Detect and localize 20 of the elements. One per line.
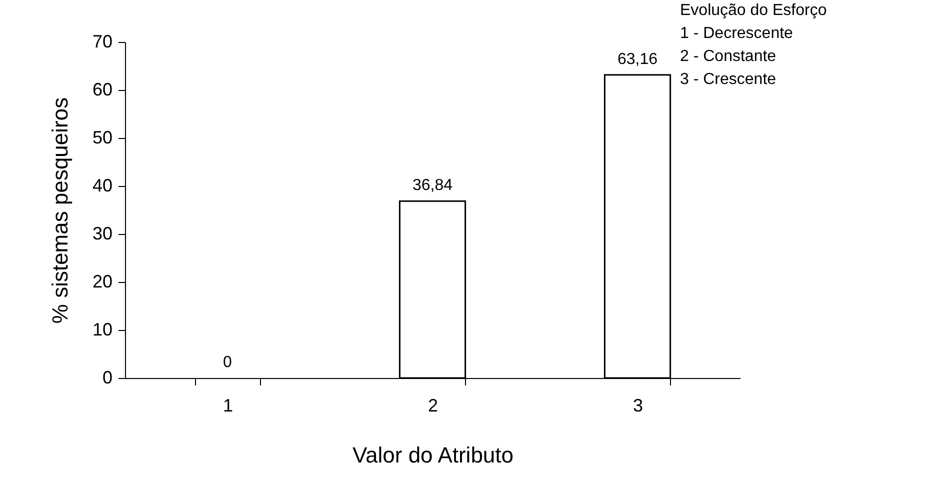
x-tick-label: 3 (632, 396, 644, 416)
data-label: 0 (223, 354, 232, 371)
x-tick-label: 1 (222, 396, 234, 416)
x-axis-title: Valor do Atributo (352, 442, 514, 468)
data-label: 36,84 (412, 177, 453, 194)
y-tick-label: 60 (92, 80, 112, 100)
y-axis-title: % sistemas pesqueiros (47, 97, 72, 324)
y-tick-label: 10 (92, 320, 112, 340)
annotation: 2 - Constante (680, 48, 776, 65)
y-tick-label: 40 (92, 176, 112, 196)
y-tick-label: 50 (92, 128, 112, 148)
annotation: 3 - Crescente (680, 71, 776, 88)
text: Evolução do Esforço (680, 2, 827, 19)
x-tick-label: 2 (428, 396, 438, 416)
data-label: 63,16 (617, 50, 658, 68)
y-tick-label: 70 (92, 32, 112, 52)
y-tick-label: 0 (102, 368, 112, 388)
y-tick-label: 30 (92, 224, 112, 244)
text: 1 - Decrescente (680, 25, 794, 42)
y-tick-label: 20 (92, 272, 112, 292)
